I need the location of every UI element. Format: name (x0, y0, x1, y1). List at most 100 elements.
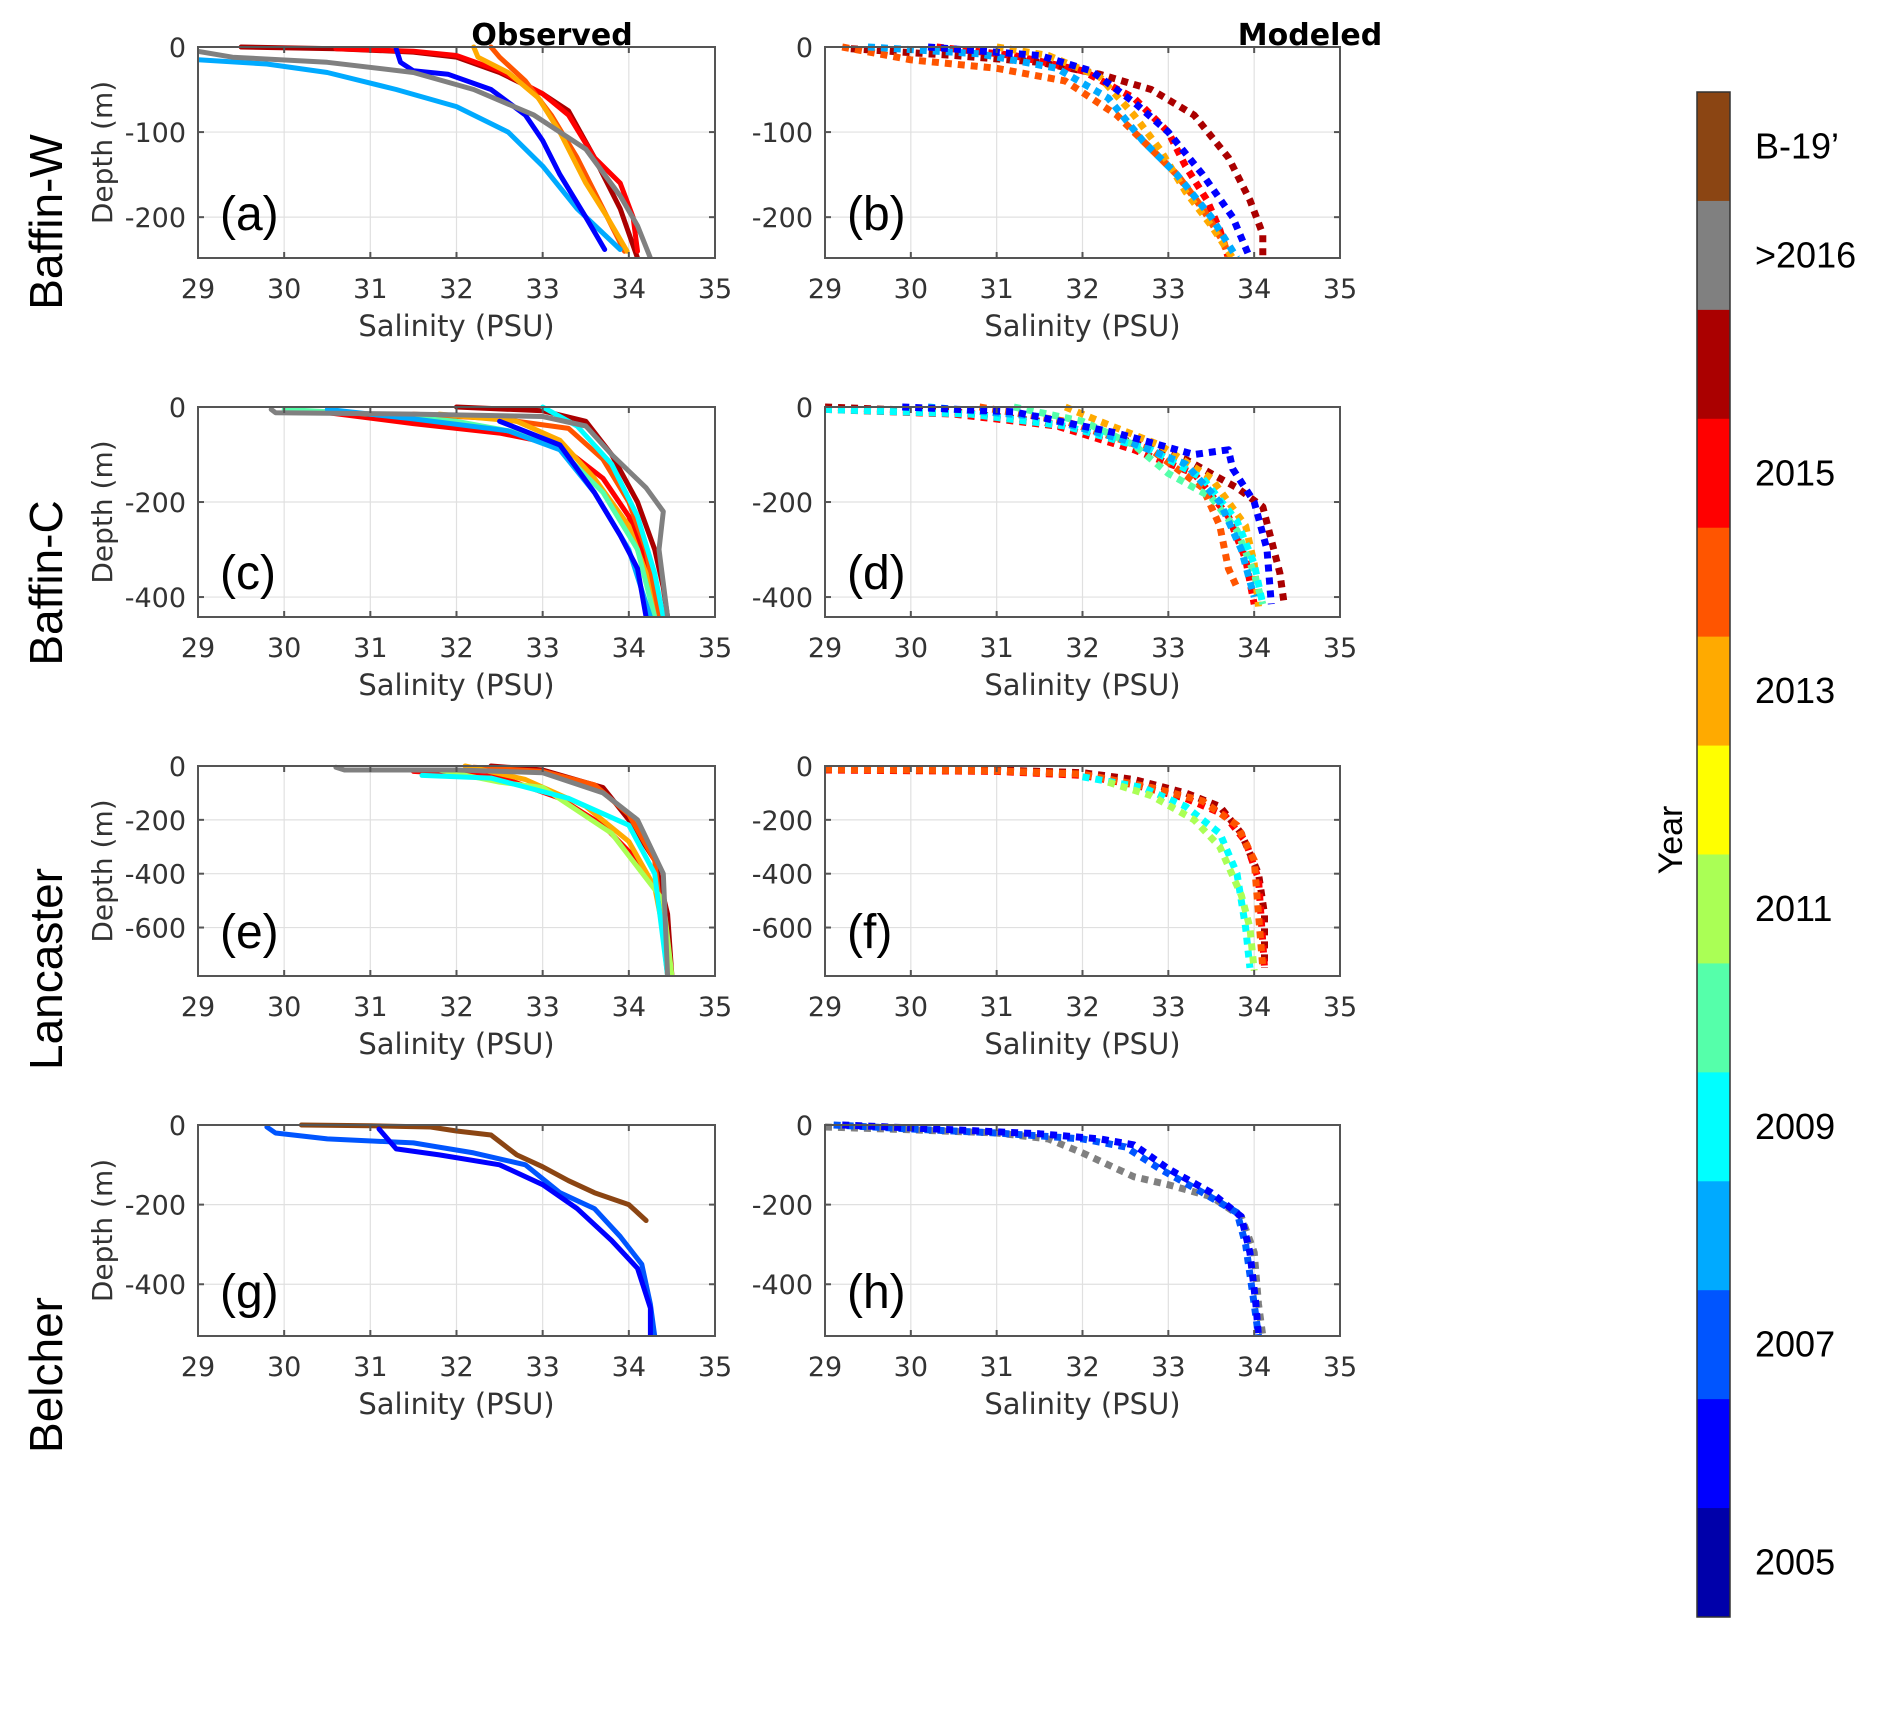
series-group (825, 1121, 1267, 1336)
series-group (264, 1122, 658, 1336)
y-tick-label: -400 (125, 1270, 186, 1301)
x-tick-label: 35 (1323, 992, 1357, 1023)
y-axis-label: Depth (m) (86, 1159, 119, 1302)
x-tick-label: 35 (698, 1352, 732, 1383)
x-tick-label: 35 (1323, 1352, 1357, 1383)
colorbar-tick-label: 2013 (1755, 670, 1835, 711)
x-tick-label: 35 (1323, 274, 1357, 305)
y-tick-label: 0 (169, 752, 186, 783)
colorbar-tick-label: 2009 (1755, 1106, 1835, 1147)
y-tick-label: 0 (796, 1111, 813, 1142)
x-tick-label: 31 (979, 633, 1013, 664)
x-tick-label: 32 (439, 633, 473, 664)
x-tick-label: 32 (439, 1352, 473, 1383)
x-tick-label: 33 (1151, 1352, 1185, 1383)
x-tick-label: 30 (894, 633, 928, 664)
x-tick-label: 30 (267, 274, 301, 305)
series-line-2013 (996, 43, 1236, 258)
x-tick-label: 34 (612, 274, 646, 305)
series-line-2016 (850, 45, 1267, 258)
series-line-2008 (927, 403, 1258, 598)
x-tick-label: 29 (808, 992, 842, 1023)
x-tick-label: 34 (612, 992, 646, 1023)
colorbar-segment (1697, 1290, 1730, 1400)
colorbar-segment (1697, 1399, 1730, 1509)
y-tick-label: 0 (169, 33, 186, 64)
series-line-2013 (1063, 403, 1262, 607)
x-tick-label: 29 (808, 633, 842, 664)
colorbar: B-19’ >2016 2015 2013 2011 2009 2007 2005 (1696, 91, 1856, 1618)
y-tick-label: -200 (125, 806, 186, 837)
panel-b: 29 30 31 32 33 34 35 0 -100 -200 Salinity (PSU) (b) (752, 33, 1357, 343)
y-tick-label: -200 (125, 203, 186, 234)
x-tick-label: 34 (1237, 992, 1271, 1023)
colorbar-segment (1697, 418, 1730, 529)
x-tick-label: 34 (1237, 274, 1271, 305)
x-tick-label: 32 (439, 992, 473, 1023)
panel-letter: (a) (220, 188, 279, 241)
x-tick-label: 29 (181, 992, 215, 1023)
y-tick-label: -200 (125, 488, 186, 519)
x-tick-label: 35 (698, 992, 732, 1023)
colorbar-segment (1697, 1508, 1730, 1618)
y-tick-label: 0 (796, 752, 813, 783)
y-tick-label: -100 (125, 118, 186, 149)
x-tick-label: 34 (1237, 633, 1271, 664)
y-tick-label: -200 (752, 806, 813, 837)
series-line-2009 (540, 404, 666, 617)
series-line-2013 (471, 44, 630, 254)
x-tick-label: 30 (894, 274, 928, 305)
series-line-2007 (833, 1121, 1262, 1336)
x-tick-label: 35 (698, 274, 732, 305)
x-tick-label: 33 (1151, 992, 1185, 1023)
series-line-2015 (936, 43, 1232, 258)
y-tick-label: 0 (796, 33, 813, 64)
series-line-2009 (825, 405, 1267, 605)
series-line-2010 (1013, 403, 1267, 606)
colorbar-segment (1697, 92, 1730, 202)
x-tick-label: 32 (439, 274, 473, 305)
panel-letter: (b) (847, 188, 906, 241)
row-label-baffin-w: Baffin-W (20, 134, 72, 310)
y-tick-label: -200 (752, 1191, 813, 1222)
panel-letter: (c) (220, 547, 276, 600)
y-tick-label: -400 (752, 1270, 813, 1301)
panel-h: 29 30 31 32 33 34 35 0 -200 -400 Salinity (PSU) (h) (752, 1111, 1357, 1421)
series-line-2006 (927, 43, 1254, 258)
series-line-2009 (419, 772, 671, 976)
colorbar-segment (1697, 527, 1730, 638)
row-label-baffin-c: Baffin-C (20, 500, 72, 665)
series-group (268, 404, 671, 617)
x-tick-label: 35 (1323, 633, 1357, 664)
y-tick-label: -200 (125, 1191, 186, 1222)
x-tick-label: 33 (1151, 274, 1185, 305)
y-axis-label: Depth (m) (86, 81, 119, 224)
x-tick-label: 34 (1237, 1352, 1271, 1383)
x-tick-label: 31 (353, 633, 387, 664)
colorbar-segment (1697, 745, 1730, 855)
series-line-2007 (264, 1124, 658, 1336)
series-line-2016 (268, 406, 671, 617)
x-axis-label: Salinity (PSU) (358, 1387, 554, 1421)
colorbar-segment (1697, 854, 1730, 964)
colorbar-segment (1697, 200, 1730, 311)
panel-c: 29 30 31 32 33 34 35 0 -200 -400 Salinity (PSU) Dep… (86, 393, 732, 702)
x-axis-label: Salinity (PSU) (984, 668, 1180, 702)
colorbar-tick-label: 2007 (1755, 1324, 1835, 1365)
x-tick-label: 34 (612, 633, 646, 664)
x-tick-label: 29 (808, 1352, 842, 1383)
colorbar-segment (1697, 1181, 1730, 1291)
y-tick-label: -400 (752, 860, 813, 891)
panel-letter: (f) (847, 906, 892, 959)
series-group (333, 763, 675, 976)
x-tick-label: 30 (267, 992, 301, 1023)
colorbar-segment (1697, 636, 1730, 747)
x-tick-label: 31 (353, 992, 387, 1023)
colorbar-title: Year (1652, 806, 1690, 875)
x-axis-label: Salinity (PSU) (984, 1027, 1180, 1061)
x-tick-label: 32 (1065, 992, 1099, 1023)
panel-g: 29 30 31 32 33 34 35 0 -200 -400 Salinity (PSU) Dep… (86, 1111, 732, 1421)
panel-d: 29 30 31 32 33 34 35 0 -200 -400 Salinity (PSU) (d) (752, 393, 1357, 702)
x-axis-label: Salinity (PSU) (358, 668, 554, 702)
